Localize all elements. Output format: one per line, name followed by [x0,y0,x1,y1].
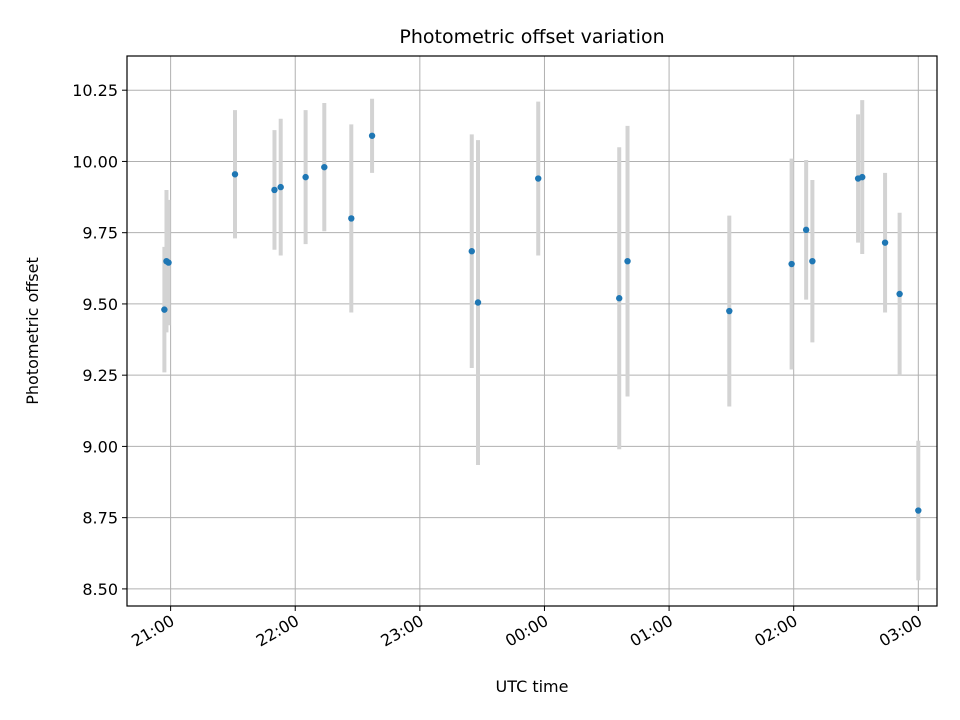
plot-area-frame [126,55,938,607]
data-point [802,226,810,234]
data-point [616,295,623,302]
y-tick-label: 9.25 [82,366,118,385]
y-axis-label: Photometric offset [23,257,42,405]
data-points [161,132,922,514]
data-point [277,183,284,191]
data-point [726,307,733,315]
data-point [788,260,795,268]
data-point [915,507,922,514]
data-point [348,215,355,222]
data-point [321,163,328,171]
data-point [368,132,376,139]
y-tick-label: 9.75 [82,224,118,243]
chart-title: Photometric offset variation [399,26,664,48]
y-axis: 8.50 8.75 9.00 9.25 9.50 9.75 10.00 10.25 [72,81,127,599]
data-point [881,239,889,246]
data-point [896,290,903,298]
data-point [161,306,168,313]
data-point [624,257,631,265]
data-point [468,248,475,255]
y-tick-label: 8.50 [82,580,118,599]
data-point [302,173,309,181]
y-tick-label: 10.00 [72,152,118,171]
y-tick-label: 8.75 [82,509,118,528]
x-axis-label: UTC time [496,677,569,696]
data-point [809,257,816,265]
data-point [231,171,239,178]
grid [127,56,937,606]
y-tick-label: 9.50 [82,295,118,314]
data-point [165,259,172,266]
data-point [271,186,278,194]
data-point [535,175,542,182]
data-point [859,173,866,181]
y-tick-label: 10.25 [72,81,118,100]
y-tick-label: 9.00 [82,437,118,456]
data-point [474,299,482,306]
